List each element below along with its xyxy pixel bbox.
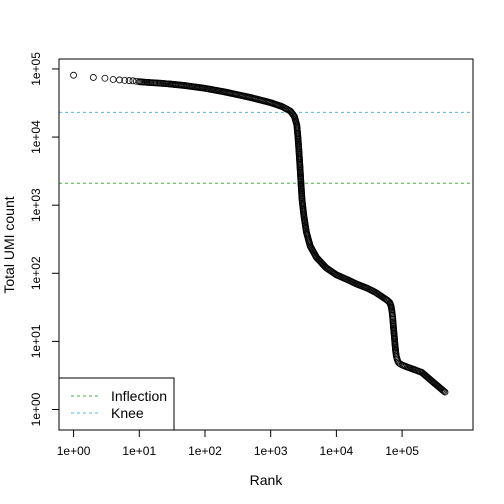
legend-box bbox=[59, 378, 174, 430]
legend-label-inflection: Inflection bbox=[111, 388, 167, 404]
y-tick-label: 1e+01 bbox=[29, 324, 43, 358]
y-axis-title: Total UMI count bbox=[1, 196, 17, 293]
y-tick-label: 1e+00 bbox=[29, 392, 43, 426]
x-tick-label: 1e+00 bbox=[57, 444, 91, 458]
x-tick-label: 1e+04 bbox=[320, 444, 354, 458]
legend: Inflection Knee bbox=[59, 378, 174, 430]
x-axis-title: Rank bbox=[250, 472, 284, 488]
x-tick-label: 1e+02 bbox=[188, 444, 222, 458]
y-tick-label: 1e+04 bbox=[29, 120, 43, 154]
legend-label-knee: Knee bbox=[111, 405, 144, 421]
x-tick-label: 1e+05 bbox=[385, 444, 419, 458]
x-tick-label: 1e+01 bbox=[122, 444, 156, 458]
y-tick-label: 1e+05 bbox=[29, 52, 43, 86]
y-tick-label: 1e+02 bbox=[29, 256, 43, 290]
x-tick-label: 1e+03 bbox=[254, 444, 288, 458]
y-tick-label: 1e+03 bbox=[29, 188, 43, 222]
